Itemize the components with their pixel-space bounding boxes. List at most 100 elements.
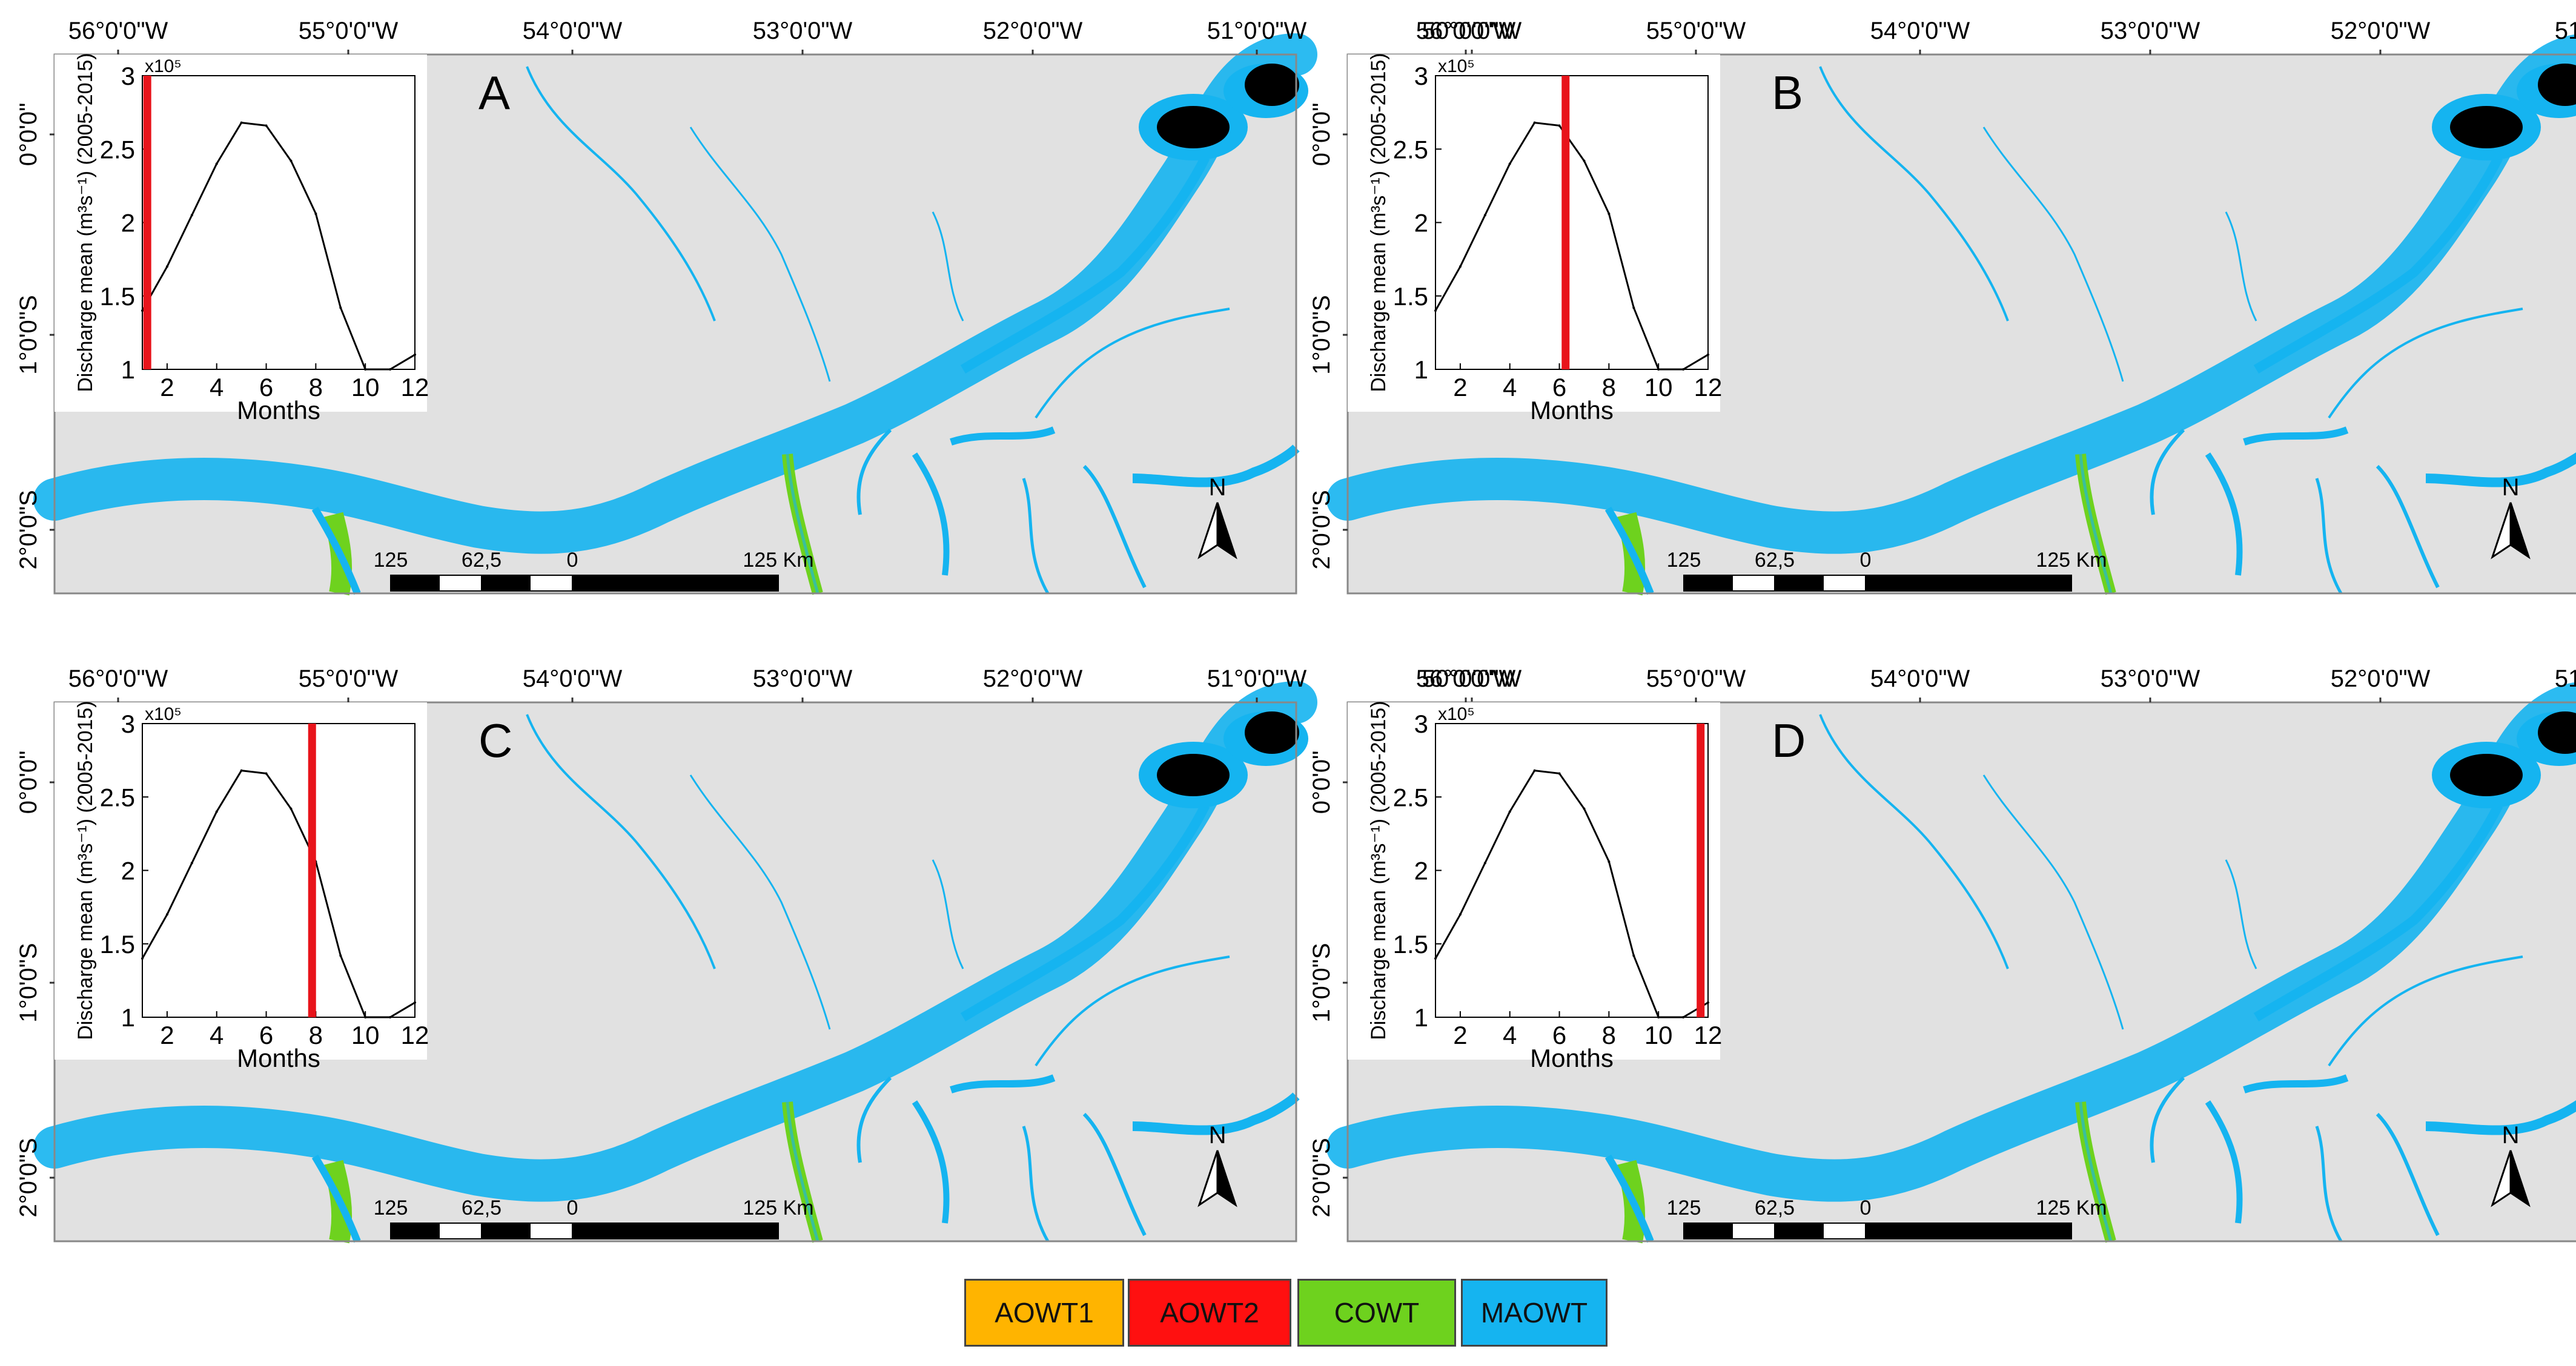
inset-xtick-label: 12 bbox=[1694, 373, 1723, 401]
inset-series-line bbox=[141, 769, 416, 1018]
lon-label: 51°0'0"W bbox=[1207, 18, 1307, 44]
inset-xtick-label: 10 bbox=[351, 1021, 380, 1049]
inset-data-point bbox=[1459, 913, 1462, 916]
lat-label: 2°0'0"S bbox=[15, 490, 42, 569]
inset-xtick-label: 2 bbox=[160, 373, 174, 401]
inset-data-point bbox=[290, 159, 293, 162]
north-label: N bbox=[2502, 474, 2520, 501]
scalebar-label: 62,5 bbox=[1755, 549, 1795, 572]
inset-ytick-label: 2.5 bbox=[1393, 783, 1428, 811]
scalebar-label: 62,5 bbox=[1755, 1196, 1795, 1219]
inset-data-point bbox=[314, 212, 317, 215]
lon-label: 53°0'0"W bbox=[2101, 18, 2200, 44]
lat-label: 1°0'0"S bbox=[1308, 295, 1335, 374]
map-panel-c: #panel-2 .river-core{stroke:#ffb400} #pa… bbox=[15, 665, 1522, 1241]
scalebar-label: 125 bbox=[1667, 1196, 1701, 1219]
scalebar-label: 125 Km bbox=[2036, 1196, 2107, 1219]
scalebar-segment bbox=[1732, 575, 1775, 592]
inset-data-point bbox=[1632, 306, 1635, 309]
inset-data-point bbox=[290, 807, 293, 810]
inset-data-point bbox=[141, 309, 144, 312]
inset-data-point bbox=[1682, 368, 1685, 371]
inset-data-point bbox=[1608, 212, 1611, 215]
scalebar-segment bbox=[390, 575, 440, 592]
inset-xlabel: Months bbox=[237, 1044, 320, 1072]
lon-label: 52°0'0"W bbox=[2331, 18, 2431, 44]
inset-data-point bbox=[1632, 954, 1635, 957]
lon-label: 52°0'0"W bbox=[983, 665, 1083, 692]
scalebar-label: 125 bbox=[1667, 549, 1701, 572]
inset-ylabel: Discharge mean (m³s⁻¹) (2005-2015) bbox=[74, 701, 97, 1040]
scalebar-segment bbox=[529, 575, 573, 592]
inset-data-point bbox=[1657, 1016, 1660, 1018]
scalebar-segment bbox=[1774, 575, 1824, 592]
inset-xtick-label: 4 bbox=[210, 373, 223, 401]
lon-label: 56°0'0"W bbox=[68, 665, 168, 692]
lon-label: 52°0'0"W bbox=[2331, 665, 2431, 692]
lon-label: 52°0'0"W bbox=[983, 18, 1083, 44]
inset-data-point bbox=[1558, 124, 1561, 127]
map-panel-b: #panel-1 .river-core{stroke:#ffb400} #pa… bbox=[1308, 18, 2576, 593]
scalebar-segment bbox=[1683, 575, 1733, 592]
inset-xtick-label: 12 bbox=[401, 373, 429, 401]
inset-ytick-label: 2.5 bbox=[100, 783, 135, 811]
inset-xtick-label: 4 bbox=[210, 1021, 223, 1049]
lon-label: 55°0'0"W bbox=[299, 665, 399, 692]
scalebar-segment bbox=[1732, 1222, 1775, 1239]
inset-chart-background bbox=[1348, 54, 1720, 412]
inset-ytick-label: 3 bbox=[1414, 62, 1428, 90]
inset-ytick-label: 1.5 bbox=[1393, 282, 1428, 311]
inset-data-point bbox=[414, 1001, 416, 1004]
inset-data-point bbox=[1583, 807, 1586, 810]
inset-xtick-label: 8 bbox=[1602, 373, 1616, 401]
inset-data-point bbox=[389, 1016, 392, 1018]
inset-data-point bbox=[1459, 265, 1462, 268]
inset-ytick-label: 1 bbox=[1414, 355, 1428, 384]
inset-data-point bbox=[265, 772, 268, 775]
inset-data-point bbox=[1434, 309, 1437, 312]
north-label: N bbox=[2502, 1122, 2520, 1149]
scalebar-label: 0 bbox=[1860, 549, 1872, 572]
scalebar-segment bbox=[529, 1222, 573, 1239]
inset-ytick-label: 2.5 bbox=[1393, 135, 1428, 163]
inset-data-point bbox=[1483, 862, 1486, 865]
inset-ytick-label: 2.5 bbox=[100, 135, 135, 163]
legend-item-cowt: COWT bbox=[1297, 1279, 1456, 1347]
lat-label: 1°0'0"S bbox=[15, 943, 42, 1022]
scalebar-segment bbox=[1823, 575, 1866, 592]
north-arrow-icon: N bbox=[2491, 1122, 2531, 1207]
lon-label: 53°0'0"W bbox=[2101, 665, 2200, 692]
panel-letter: A bbox=[478, 66, 510, 119]
north-arrow-icon: N bbox=[1197, 474, 1237, 559]
inset-exponent: x10⁵ bbox=[1438, 56, 1475, 76]
lat-label: 0°0'0" bbox=[15, 103, 42, 167]
north-label: N bbox=[1209, 474, 1227, 501]
north-arrow-icon: N bbox=[2491, 474, 2531, 559]
inset-ytick-label: 3 bbox=[1414, 710, 1428, 738]
lon-label: 54°0'0"W bbox=[1870, 665, 1970, 692]
inset-data-point bbox=[1533, 121, 1536, 124]
inset-data-point bbox=[265, 124, 268, 127]
inset-data-point bbox=[1533, 769, 1536, 772]
inset-ytick-label: 1.5 bbox=[100, 282, 135, 311]
lat-label: 2°0'0"S bbox=[1308, 490, 1335, 569]
inset-data-point bbox=[1682, 1016, 1685, 1018]
panel-letter: C bbox=[478, 714, 512, 767]
legend-item-aowt1: AOWT1 bbox=[964, 1279, 1124, 1347]
lon-label: 51°0'0"W bbox=[1207, 665, 1307, 692]
inset-ytick-label: 1.5 bbox=[1393, 930, 1428, 959]
inset-exponent: x10⁵ bbox=[1438, 704, 1475, 724]
inset-ylabel: Discharge mean (m³s⁻¹) (2005-2015) bbox=[1367, 701, 1390, 1040]
inset-xtick-label: 4 bbox=[1503, 373, 1517, 401]
lat-label: 2°0'0"S bbox=[1308, 1138, 1335, 1217]
lon-label: 56°0'0"W bbox=[1416, 18, 1516, 44]
inset-xtick-label: 6 bbox=[259, 373, 273, 401]
inset-ytick-label: 1 bbox=[121, 355, 135, 384]
inset-data-point bbox=[364, 1016, 367, 1018]
inset-xtick-label: 8 bbox=[309, 1021, 323, 1049]
lon-label: 50°0'0"W bbox=[1422, 665, 1522, 692]
inset-xtick-label: 2 bbox=[160, 1021, 174, 1049]
inset-data-point bbox=[1508, 810, 1511, 813]
lon-label: 55°0'0"W bbox=[1646, 665, 1746, 692]
